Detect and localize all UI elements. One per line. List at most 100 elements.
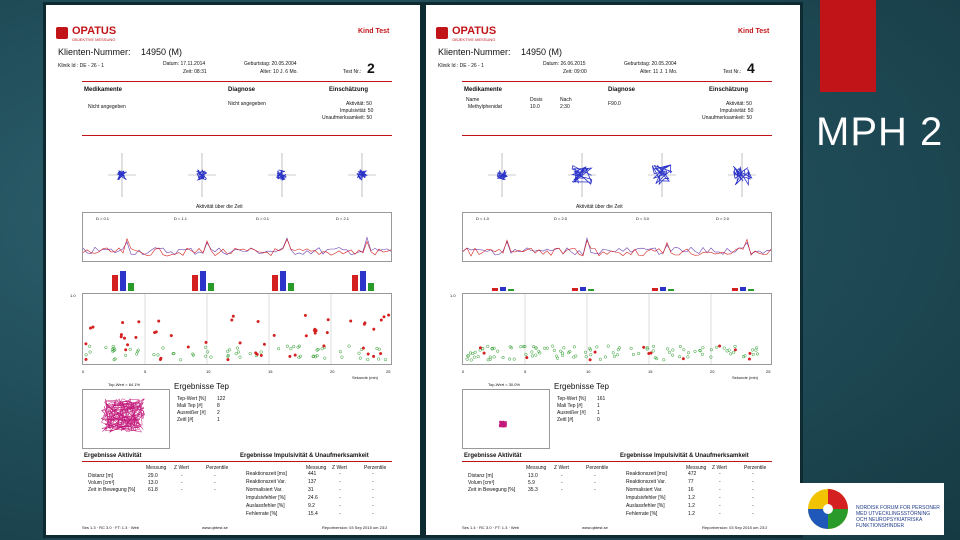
nach-col-label: Nach <box>560 97 572 103</box>
einschaetzung-label: Einschätzung <box>329 87 369 93</box>
tep-row-1-label: Tep-Wert [%] <box>177 396 206 402</box>
aktiv-row-3-z: - <box>561 487 563 493</box>
scatter-point <box>122 336 127 340</box>
activity-chart-frame <box>462 212 772 262</box>
tep-row-3-value: 1 <box>597 410 600 416</box>
imp-row-1-val: 472 <box>688 471 697 477</box>
aktiv-col-perzentile: Perzentile <box>206 465 229 471</box>
nach-value: 2:30 <box>560 104 570 110</box>
scatter-point <box>347 344 351 348</box>
scatter-point <box>311 354 315 359</box>
partner-logo: NORDISK FORUM FOR PERSONER MED UTVECKLIN… <box>800 483 944 535</box>
scatter-point <box>678 344 682 349</box>
scatter-point <box>387 313 391 317</box>
scatter-point <box>361 346 365 350</box>
qb-bar <box>208 283 214 291</box>
tep-row-4-label: Zeitl [#] <box>557 417 574 423</box>
aktiv-row-1-label: Distanz [m] <box>88 473 114 479</box>
scatter-point <box>113 357 117 361</box>
imp-results-title: Ergebnisse Impulsivität & Unaufmerksamke… <box>240 453 369 459</box>
tep-row-1-value: 161 <box>597 396 606 402</box>
scatter-point <box>509 346 514 350</box>
d-value-2: D = 2.0 <box>554 216 568 221</box>
imp-row-2-p: - <box>372 479 374 485</box>
qb-bar <box>572 288 578 291</box>
kind-test-label: Kind Test <box>738 28 770 35</box>
scatter-point <box>645 347 649 351</box>
x-tick-1: 5 <box>144 369 147 374</box>
scatter-point <box>313 327 317 331</box>
scatter-point <box>755 352 760 356</box>
scatter-point <box>559 349 563 353</box>
scatter-point <box>727 348 731 352</box>
scatter-point <box>259 350 263 354</box>
scatter-point <box>574 354 578 358</box>
scatter-point <box>372 354 376 358</box>
alter: Alter: 10 J. 6 Mo. <box>260 69 298 75</box>
slide-title: MPH 2 <box>816 110 944 154</box>
scatter-point <box>741 355 746 359</box>
scatter-point <box>589 353 593 357</box>
scatter-point <box>466 354 470 358</box>
x-axis-label: Sekunde (min) <box>732 375 759 380</box>
qb-bar <box>288 283 294 291</box>
scatter-point <box>121 321 125 325</box>
d-value-3: D = 3.0 <box>636 216 650 221</box>
scatter-point <box>186 345 190 349</box>
scatter-point <box>379 352 383 356</box>
scatter-point <box>315 354 319 358</box>
aktiv-row-2-label: Volum [cm³] <box>88 480 115 486</box>
scatter-point <box>111 344 115 348</box>
top-value-label: Top-Wert = 30.0% <box>488 382 521 387</box>
tep-row-3-value: 2 <box>217 410 220 416</box>
scatter-point <box>171 352 175 356</box>
aktiv-results-title: Ergebnisse Aktivität <box>84 453 142 459</box>
geburtstag: Geburtstag: 20.05.2004 <box>624 61 677 67</box>
scatter-point <box>154 330 158 334</box>
einschaetzung-label: Einschätzung <box>709 87 749 93</box>
scatter-point <box>612 354 617 358</box>
qb-bar <box>732 288 738 291</box>
qb-bar <box>368 283 374 291</box>
scatter-point <box>377 357 381 361</box>
scatter-point <box>606 344 610 348</box>
scatter-point <box>655 357 659 361</box>
activity-lines <box>463 237 771 257</box>
imp-row-3-val: 16 <box>688 487 694 493</box>
imp-row-3-val: 31 <box>308 487 314 493</box>
medikament-value: Nicht angegeben <box>88 104 126 110</box>
scatter-point <box>469 358 473 362</box>
diagnose-value: Nicht angegeben <box>228 101 266 107</box>
accent-bar <box>820 0 876 92</box>
imp-row-5-val: 9.2 <box>308 503 315 509</box>
imp-row-5-label: Auslassfehler [%] <box>246 503 285 509</box>
scatter-point <box>128 347 132 352</box>
scatter-point <box>718 344 722 348</box>
scatter-point <box>651 349 655 353</box>
scatter-point <box>228 348 232 352</box>
imp-row-4-val: 1.2 <box>688 495 695 501</box>
klienten-value: 14950 (M) <box>141 47 183 57</box>
scatter-point <box>492 346 496 350</box>
scatter-point <box>277 347 281 351</box>
aktiv-col-zwert: Z Wert <box>554 465 569 471</box>
tep-row-2-value: 8 <box>217 403 220 409</box>
scatter-point <box>686 355 690 359</box>
scatter-point <box>722 346 726 350</box>
footer-left: Ses 1.4 · RC 3.0 · FT: 1.3 · Web <box>462 525 520 530</box>
aktiv-row-2-val: 5.9 <box>528 480 535 486</box>
aktiv-row-2-z: - <box>561 480 563 486</box>
qb-bar <box>588 289 594 291</box>
brand-sub: OBJEKTIVE MESSUNG <box>452 37 496 42</box>
scatter-point <box>588 348 593 352</box>
scatter-point <box>748 351 752 355</box>
tep-trace <box>100 397 145 433</box>
tep-scribble <box>100 397 145 433</box>
scatter-frame <box>82 293 392 365</box>
scatter-point <box>671 353 675 357</box>
imp-row-6-label: Fehlerrate [%] <box>626 511 658 517</box>
scatter-point <box>179 358 183 362</box>
scatter-point <box>525 356 529 360</box>
results-divider <box>462 461 772 462</box>
imp-row-6-val: 1.2 <box>688 511 695 517</box>
